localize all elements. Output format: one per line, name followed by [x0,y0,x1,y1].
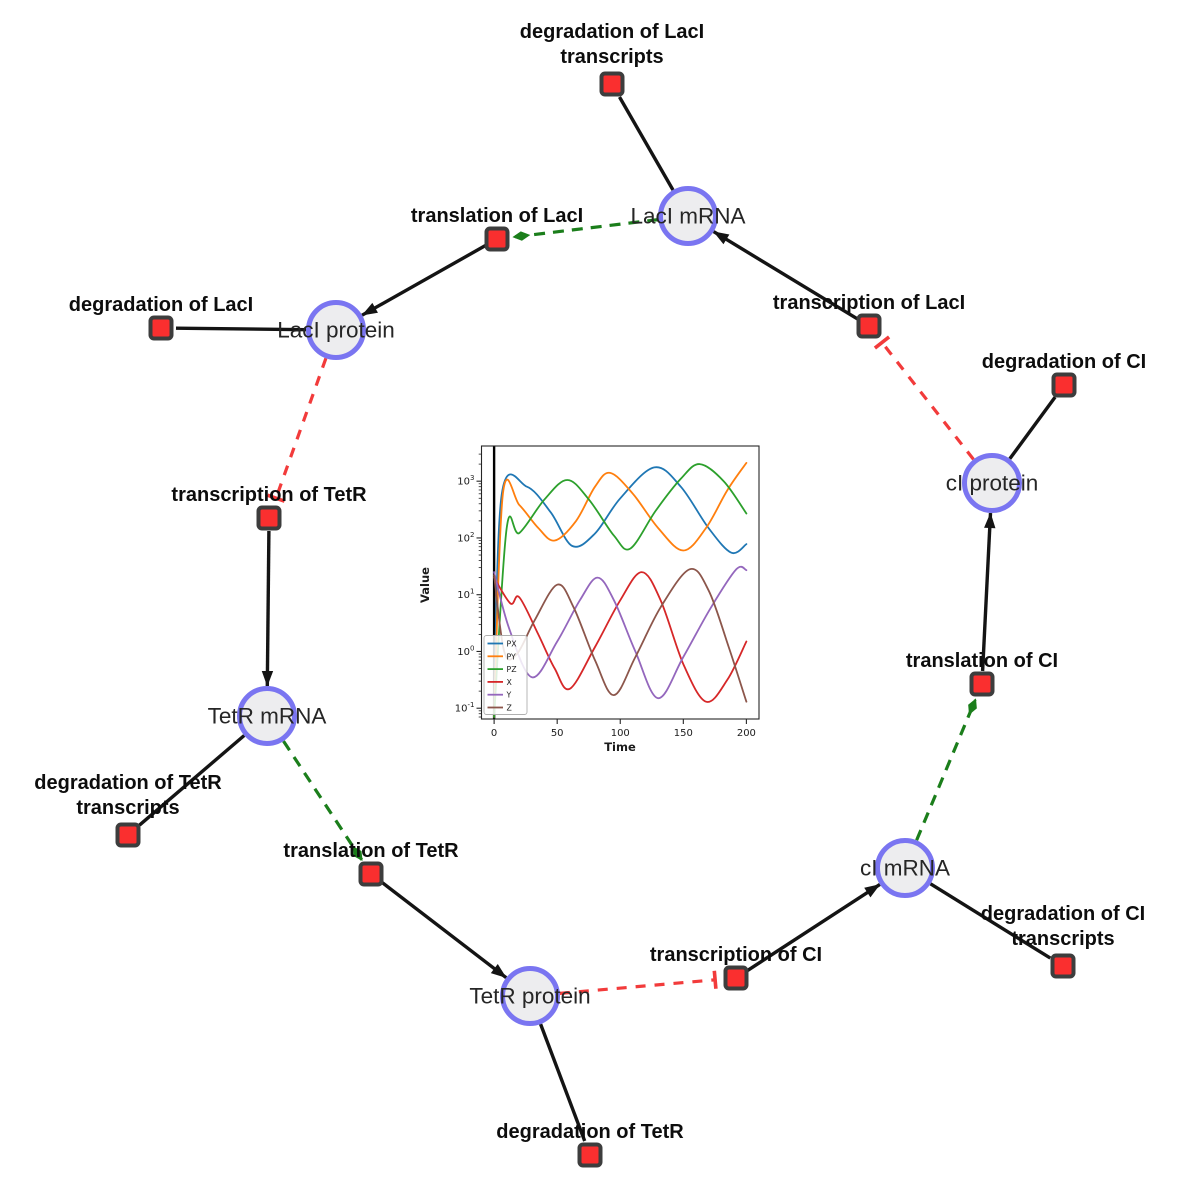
reaction-node-translation-of-lacI[interactable]: translation of LacI [411,205,583,252]
reaction-label-degradation-of-lacI: degradation of LacI [69,294,253,316]
reaction-label-degradation-of-cI: degradation of CI [982,351,1146,373]
species-node-lacI-protein[interactable]: LacI protein [277,300,395,360]
reaction-label-degradation-of-cI-transcripts: degradation of CI transcripts [981,903,1145,950]
reaction-label-degradation-of-lacI-transcripts: degradation of LacI transcripts [520,21,704,68]
edges-layer [138,96,1057,1142]
reaction-label-degradation-of-tetR-transcripts: degradation of TetR transcripts [34,772,222,819]
reaction-node-degradation-of-lacI-transcripts[interactable]: degradation of LacI transcripts [520,21,704,97]
reaction-node-degradation-of-cI[interactable]: degradation of CI [982,351,1146,398]
species-node-lacI-mRNA[interactable]: LacI mRNA [630,186,746,246]
species-node-cI-mRNA[interactable]: cI mRNA [860,838,950,898]
species-label-cI-protein: cI protein [946,471,1039,496]
y-tick-label: 10-1 [455,701,475,715]
edge-inhibition-tetR-protein-to-transcription-of-cI [559,970,718,995]
reaction-label-translation-of-tetR: translation of TetR [283,840,459,862]
legend-label-Y: Y [506,691,512,700]
species-label-tetR-mRNA: TetR mRNA [208,704,327,729]
edge-consumption-lacI-protein-to-degradation-of-lacI [175,326,307,332]
reaction-node-transcription-of-tetR[interactable]: transcription of TetR [171,484,367,531]
x-tick-label: 100 [611,728,630,739]
reaction-label-degradation-of-tetR: degradation of TetR [496,1121,684,1143]
x-axis-label: Time [604,740,636,754]
legend-label-Z: Z [507,704,512,713]
reaction-node-degradation-of-lacI[interactable]: degradation of LacI [69,294,253,341]
edge-consumption-tetR-protein-to-degradation-of-tetR [539,1023,587,1142]
reaction-label-translation-of-cI: translation of CI [906,650,1058,672]
legend-label-PZ: PZ [507,665,517,674]
reaction-node-transcription-of-lacI[interactable]: transcription of LacI [773,292,965,339]
x-tick-label: 0 [491,728,497,739]
reaction-label-translation-of-lacI: translation of LacI [411,205,583,227]
reaction-node-translation-of-cI[interactable]: translation of CI [906,650,1058,697]
species-node-cI-protein[interactable]: cI protein [946,453,1039,513]
edge-production-transcription-of-lacI-to-lacI-mRNA [712,230,859,321]
y-tick-label: 101 [457,588,474,602]
y-tick-label: 103 [457,474,474,488]
reaction-node-degradation-of-cI-transcripts[interactable]: degradation of CI transcripts [981,903,1145,979]
edge-production-translation-of-lacI-to-lacI-protein [361,243,487,317]
species-label-tetR-protein: TetR protein [469,984,590,1009]
series-line-X [493,571,748,703]
reaction-node-translation-of-tetR[interactable]: translation of TetR [283,840,459,887]
reaction-label-transcription-of-cI: transcription of CI [650,944,822,966]
series-line-PZ [493,463,748,718]
x-tick-label: 150 [674,728,693,739]
reaction-node-degradation-of-tetR-transcripts[interactable]: degradation of TetR transcripts [34,772,222,848]
reaction-node-degradation-of-tetR[interactable]: degradation of TetR [496,1121,684,1168]
chart-legend: PX PY PZ XYZ [483,635,528,715]
edge-inhibition-lacI-protein-to-transcription-of-tetR [266,357,328,503]
legend-label-PX: PX [507,640,518,649]
legend-label-X: X [507,678,513,687]
edge-production-transcription-of-cI-to-cI-mRNA [745,882,881,973]
species-label-lacI-mRNA: LacI mRNA [630,204,745,229]
y-axis-label: Value [418,567,432,603]
species-node-tetR-protein[interactable]: TetR protein [469,966,591,1026]
edge-modifier-lacI-mRNA-to-translation-of-lacI [512,218,659,241]
species-node-tetR-mRNA[interactable]: TetR mRNA [208,686,327,746]
edge-production-translation-of-cI-to-cI-protein [980,512,996,672]
edge-modifier-cI-mRNA-to-translation-of-cI [915,698,977,841]
edge-consumption-tetR-mRNA-to-degradation-of-tetR-transcripts [138,734,246,827]
nodes-layer: LacI mRNA LacI protein TetR mRNA TetR prote… [34,21,1146,1168]
edge-modifier-tetR-mRNA-to-translation-of-tetR [282,740,364,862]
edge-consumption-cI-protein-to-degradation-of-cI [1008,396,1057,460]
y-tick-label: 100 [457,644,474,658]
reaction-label-transcription-of-lacI: transcription of LacI [773,292,965,314]
edge-inhibition-cI-protein-to-transcription-of-lacI [873,335,975,461]
species-label-lacI-protein: LacI protein [277,318,395,343]
species-label-cI-mRNA: cI mRNA [860,856,950,881]
x-tick-label: 200 [737,728,756,739]
y-tick-label: 102 [457,531,474,545]
reaction-node-transcription-of-cI[interactable]: transcription of CI [650,944,822,991]
reaction-label-transcription-of-tetR: transcription of TetR [171,484,367,506]
edge-production-translation-of-tetR-to-tetR-protein [380,880,508,980]
series-line-PY [493,462,748,718]
edge-consumption-lacI-mRNA-to-degradation-of-lacI-transcripts [618,96,675,191]
series-line-Y [493,565,748,700]
legend-label-PY: PY [507,652,517,661]
legend-frame [483,635,528,715]
edge-production-transcription-of-tetR-to-tetR-mRNA [261,530,274,687]
x-tick-label: 50 [551,728,564,739]
edge-consumption-cI-mRNA-to-degradation-of-cI-transcripts [929,882,1052,960]
series-line-Z [493,567,748,703]
